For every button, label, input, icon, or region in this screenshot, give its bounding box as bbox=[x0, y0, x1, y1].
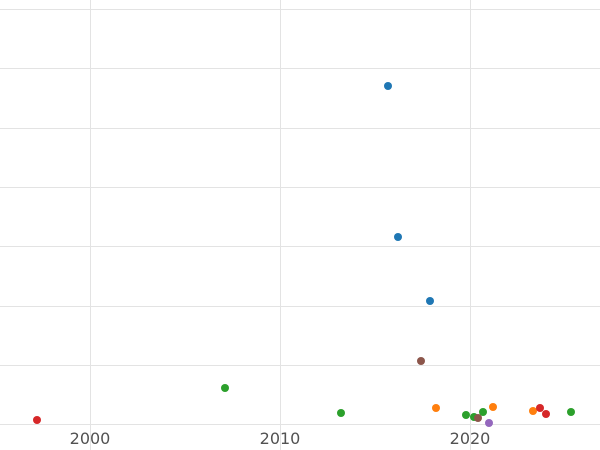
scatter-point-red bbox=[32, 416, 41, 424]
gridline-horizontal bbox=[0, 365, 600, 366]
scatter-point-purple bbox=[485, 419, 493, 427]
x-tick-label: 2010 bbox=[259, 429, 301, 448]
gridline-horizontal bbox=[0, 246, 600, 247]
scatter-point-red bbox=[536, 404, 545, 412]
scatter-point-blue bbox=[426, 297, 435, 305]
scatter-point-orange bbox=[431, 404, 440, 412]
scatter-point-orange bbox=[488, 403, 497, 411]
gridline-horizontal bbox=[0, 9, 600, 10]
scatter-point-brown bbox=[473, 414, 482, 422]
scatter-point-green bbox=[479, 408, 488, 416]
gridline-vertical bbox=[280, 0, 281, 450]
scatter-point-green bbox=[220, 384, 229, 392]
gridline-horizontal bbox=[0, 68, 600, 69]
gridline-horizontal bbox=[0, 424, 600, 425]
x-tick-label: 2020 bbox=[449, 429, 491, 448]
gridline-horizontal bbox=[0, 306, 600, 307]
scatter-point-green bbox=[566, 408, 575, 416]
scatter-point-green bbox=[336, 409, 345, 417]
gridline-vertical bbox=[470, 0, 471, 450]
scatter-point-orange bbox=[528, 407, 537, 415]
scatter-point-blue bbox=[393, 233, 402, 241]
scatter-point-blue bbox=[384, 82, 393, 90]
scatter-point-green bbox=[462, 411, 471, 419]
scatter-point-brown bbox=[416, 357, 425, 365]
x-tick-label: 2000 bbox=[69, 429, 111, 448]
gridline-vertical bbox=[90, 0, 91, 450]
gridline-horizontal bbox=[0, 128, 600, 129]
scatter-point-red bbox=[542, 410, 550, 418]
gridline-horizontal bbox=[0, 187, 600, 188]
